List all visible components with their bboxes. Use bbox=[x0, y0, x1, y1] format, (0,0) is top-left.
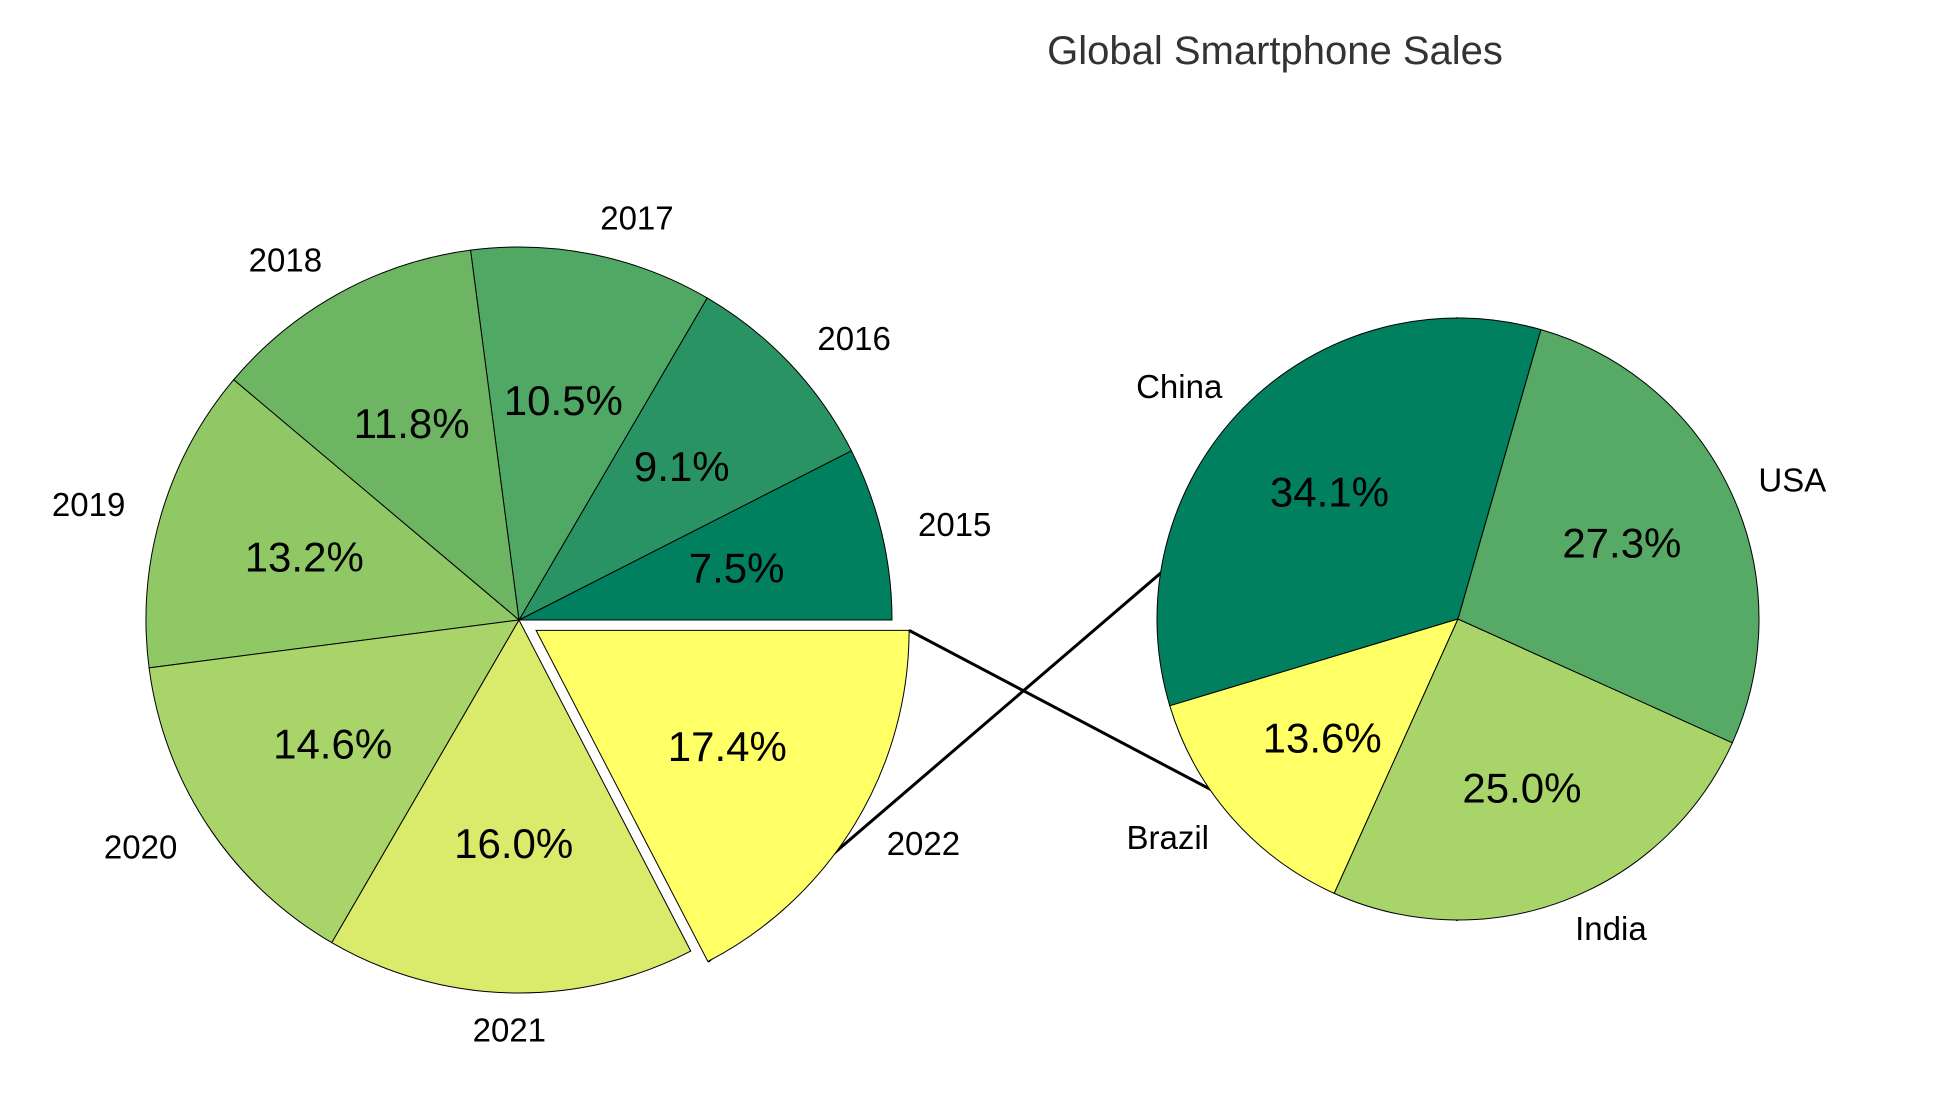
main-category-label-2016: 2016 bbox=[817, 320, 890, 357]
breakdown-category-label-usa: USA bbox=[1758, 461, 1826, 498]
main-slice-2022 bbox=[535, 629, 910, 963]
breakdown-slice-india bbox=[1333, 618, 1734, 921]
main-category-label-2017: 2017 bbox=[600, 199, 673, 236]
main-category-label-2018: 2018 bbox=[249, 242, 322, 279]
breakdown-category-label-brazil: Brazil bbox=[1126, 819, 1209, 856]
main-slice-2017 bbox=[469, 246, 708, 622]
pie-breakdown: 34.1% China 13.6% Brazil 25.0% India 27.3% USA bbox=[1126, 317, 1826, 947]
main-value-label-2019: 13.2% bbox=[245, 533, 364, 580]
breakdown-slice-china bbox=[1156, 317, 1542, 707]
main-value-label-2020: 14.6% bbox=[273, 720, 392, 767]
main-value-label-2018: 11.8% bbox=[354, 400, 470, 447]
main-category-label-2022: 2022 bbox=[887, 825, 960, 862]
chart-title: Global Smartphone Sales bbox=[1047, 29, 1503, 73]
pie-main: 7.5% 2015 9.1% 2016 10.5% 2017 11.8% 2018 13.2% 2… bbox=[52, 199, 992, 1048]
main-value-label-2021: 16.0% bbox=[454, 820, 573, 867]
main-slice-2021 bbox=[331, 618, 692, 994]
breakdown-slice-brazil bbox=[1169, 618, 1459, 895]
breakdown-value-label-china: 34.1% bbox=[1270, 469, 1389, 516]
main-slice-2019 bbox=[145, 379, 521, 669]
breakdown-slice-usa bbox=[1457, 329, 1760, 744]
main-category-label-2019: 2019 bbox=[52, 486, 125, 523]
main-slice-2020 bbox=[148, 619, 520, 944]
breakdown-value-label-india: 25.0% bbox=[1462, 764, 1581, 811]
main-category-label-2020: 2020 bbox=[104, 829, 177, 866]
main-value-label-2015: 7.5% bbox=[689, 544, 785, 591]
main-category-label-2021: 2021 bbox=[473, 1012, 546, 1049]
breakdown-value-label-brazil: 13.6% bbox=[1263, 715, 1382, 762]
main-category-label-2015: 2015 bbox=[918, 506, 991, 543]
main-value-label-2017: 10.5% bbox=[504, 377, 623, 424]
main-value-label-2022: 17.4% bbox=[668, 723, 787, 770]
main-slice-2016 bbox=[517, 297, 853, 622]
breakdown-value-label-usa: 27.3% bbox=[1562, 520, 1681, 567]
breakdown-category-label-china: China bbox=[1136, 368, 1223, 405]
breakdown-category-label-india: India bbox=[1575, 910, 1647, 947]
main-slice-2018 bbox=[232, 249, 520, 622]
main-value-label-2016: 9.1% bbox=[634, 443, 730, 490]
main-slice-2015 bbox=[518, 450, 893, 621]
